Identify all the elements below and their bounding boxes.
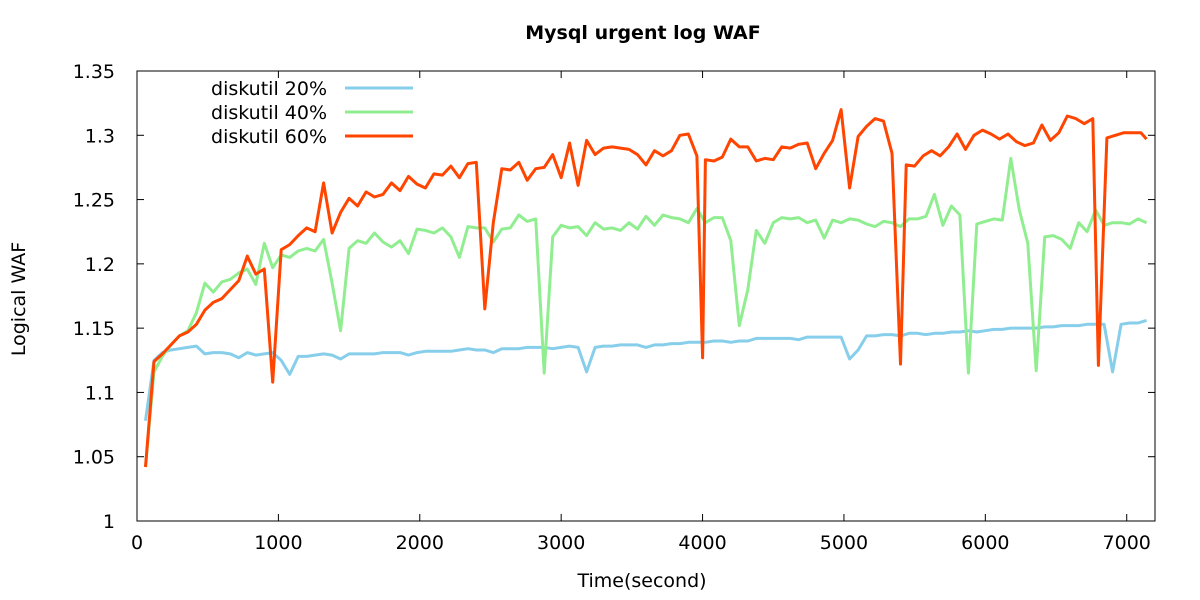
legend-label: diskutil 20% xyxy=(211,78,327,100)
series-line-1 xyxy=(144,318,1147,421)
y-tick-label: 1.3 xyxy=(85,125,115,147)
plot-area xyxy=(136,70,1156,522)
legend-label: diskutil 40% xyxy=(211,102,327,124)
x-tick-label: 3000 xyxy=(537,532,585,554)
x-tick-label: 0 xyxy=(131,532,143,554)
y-axis-label: Logical WAF xyxy=(8,242,30,356)
y-tick-label: 1.35 xyxy=(73,61,115,83)
y-tick-label: 1.1 xyxy=(85,382,115,404)
legend-label: diskutil 60% xyxy=(211,126,327,148)
series-line-2 xyxy=(144,156,1148,468)
legend: diskutil 20%diskutil 40%diskutil 60% xyxy=(211,78,413,148)
y-tick-label: 1.05 xyxy=(73,447,115,469)
plot-frame xyxy=(136,70,1156,522)
x-axis-label: Time(second) xyxy=(576,570,706,592)
x-tick-label: 2000 xyxy=(396,532,444,554)
x-tick-label: 6000 xyxy=(961,532,1009,554)
y-tick-label: 1.15 xyxy=(73,318,115,340)
x-tick-label: 7000 xyxy=(1103,532,1151,554)
x-tick-label: 1000 xyxy=(254,532,302,554)
chart-title: Mysql urgent log WAF xyxy=(525,22,761,44)
y-tick-label: 1.2 xyxy=(85,254,115,276)
x-tick-label: 4000 xyxy=(678,532,726,554)
y-tick-label: 1 xyxy=(103,511,115,533)
series-line-3 xyxy=(144,108,1148,468)
ticks-layer: 0 1000 2000 3000 4000 5000 6000 7000 1 1.05 1.1 1.1… xyxy=(73,61,1155,554)
series-layer xyxy=(144,108,1148,468)
y-tick-label: 1.25 xyxy=(73,190,115,212)
x-tick-label: 5000 xyxy=(820,532,868,554)
